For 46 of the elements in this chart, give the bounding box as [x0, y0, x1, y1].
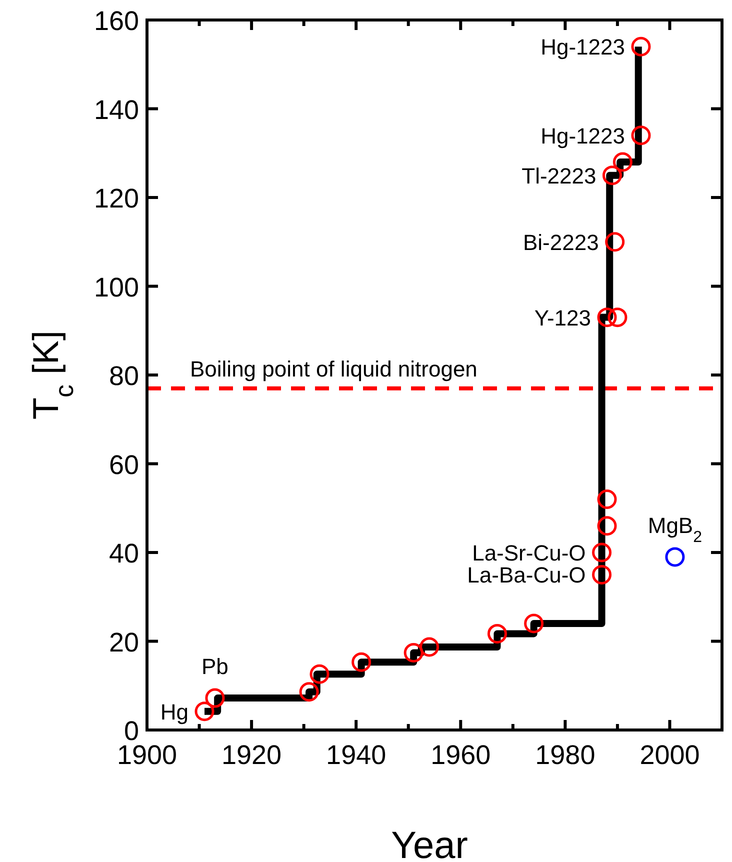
point	[592, 542, 612, 562]
point	[299, 682, 319, 702]
y-tick-label: 160	[94, 6, 139, 36]
point	[631, 126, 651, 146]
y-tick-label: 40	[108, 538, 139, 568]
annotation: La-Sr-Cu-O	[472, 540, 586, 566]
annotation: Tl-2223	[522, 163, 596, 188]
annotation: Hg-1223	[540, 123, 625, 148]
point	[597, 308, 617, 328]
point	[310, 664, 330, 684]
point	[524, 614, 544, 634]
y-tick-label: 140	[94, 94, 139, 125]
point	[404, 643, 424, 663]
y-tick-label: 120	[94, 184, 139, 214]
y-tick-label: 60	[108, 450, 139, 480]
annotation: MgB$_{2}$	[648, 512, 702, 546]
x-tick-label: 1960	[430, 740, 491, 770]
annotation: Hg	[160, 699, 188, 724]
y-tick-label: 20	[108, 627, 139, 658]
annotation: Pb	[201, 654, 228, 680]
point	[605, 232, 625, 252]
point	[612, 152, 632, 172]
point	[420, 637, 440, 657]
x-tick-label: 1940	[326, 740, 386, 770]
y-tick-label: 80	[108, 361, 139, 391]
annotation: Y-123	[534, 305, 591, 330]
annotation: La-Ba-Cu-O	[467, 562, 586, 588]
point	[608, 308, 628, 328]
point	[194, 702, 214, 722]
x-tick-label: 1920	[222, 740, 282, 770]
annotation: Hg-1223	[540, 34, 625, 60]
x-tick-label: 2000	[640, 740, 700, 770]
point	[592, 564, 612, 584]
x-axis-title: Year	[391, 825, 468, 862]
point	[205, 688, 225, 708]
point	[597, 516, 617, 536]
point	[487, 624, 507, 644]
y-tick-label: 100	[94, 272, 139, 302]
point	[352, 652, 372, 672]
annotation: Bi-2223	[522, 230, 599, 255]
point	[631, 36, 651, 56]
point	[602, 166, 622, 186]
point	[665, 547, 685, 567]
x-tick-label: 1980	[535, 740, 596, 770]
point	[597, 490, 617, 509]
ref-line-label: Boiling point of liquid nitrogen	[190, 356, 478, 382]
